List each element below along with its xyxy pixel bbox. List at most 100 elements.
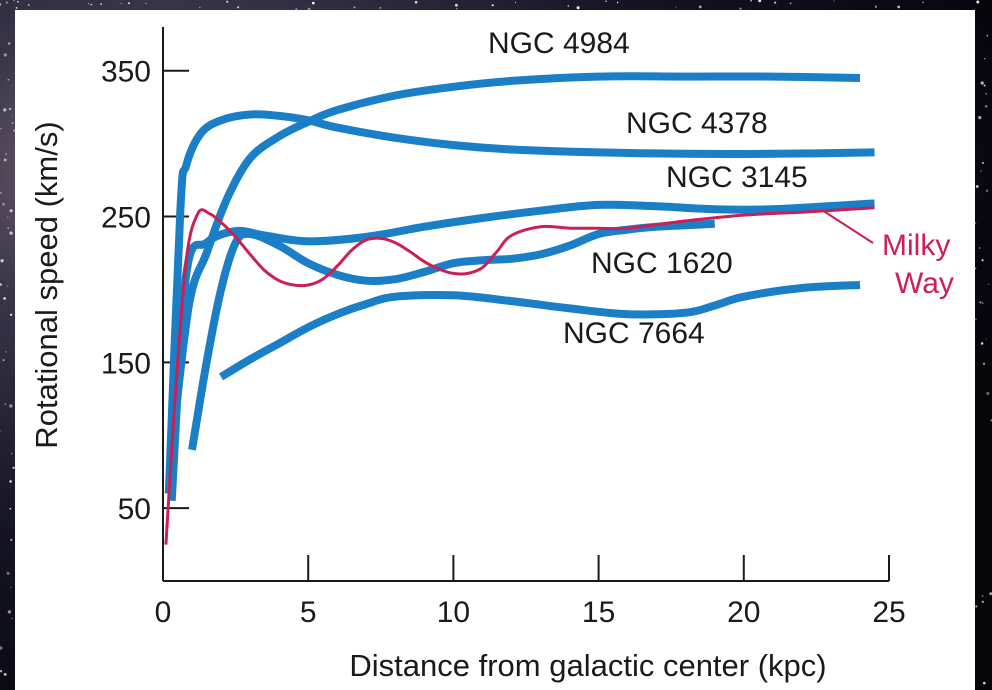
star xyxy=(616,1,619,4)
star xyxy=(750,0,752,2)
star xyxy=(758,0,762,3)
star xyxy=(698,5,702,9)
star xyxy=(922,1,924,4)
series-label-ngc1620: NGC 1620 xyxy=(591,247,733,280)
star xyxy=(12,466,15,469)
star xyxy=(980,81,984,85)
star xyxy=(974,267,977,270)
star xyxy=(897,5,901,9)
x-tick-label: 0 xyxy=(155,596,172,629)
series-line-ngc-4984 xyxy=(167,72,861,451)
star xyxy=(981,595,984,598)
star xyxy=(2,358,5,362)
star xyxy=(6,285,8,287)
star xyxy=(675,6,677,8)
star xyxy=(874,5,878,8)
star xyxy=(0,191,2,194)
y-tick-label: 50 xyxy=(118,493,151,526)
series-line-milky-way xyxy=(164,206,875,545)
star xyxy=(7,610,11,614)
star xyxy=(0,3,2,6)
star xyxy=(981,161,985,165)
x-tick-label: 20 xyxy=(727,596,760,629)
star xyxy=(3,672,7,676)
star xyxy=(15,7,18,9)
star xyxy=(91,4,93,6)
milky-way-leader-line xyxy=(821,209,874,244)
star xyxy=(9,404,13,408)
star xyxy=(982,362,986,365)
star xyxy=(7,42,11,45)
star xyxy=(5,351,7,353)
star xyxy=(0,670,3,673)
star xyxy=(13,129,16,132)
star xyxy=(11,122,14,124)
star xyxy=(89,3,92,6)
star xyxy=(979,301,982,304)
star xyxy=(567,5,570,7)
axes: 50 150 250 350 0 5 10 15 20 25 xyxy=(101,27,906,629)
star xyxy=(414,0,418,4)
star xyxy=(980,342,984,345)
star xyxy=(353,6,356,9)
series-label-ngc4984: NGC 4984 xyxy=(488,27,630,60)
star xyxy=(985,93,987,95)
star xyxy=(145,2,147,4)
star xyxy=(3,53,7,57)
star xyxy=(226,0,229,3)
star xyxy=(88,2,90,5)
star xyxy=(984,58,986,60)
star xyxy=(312,1,315,5)
star xyxy=(199,6,201,8)
star xyxy=(833,0,835,2)
star xyxy=(9,231,13,235)
star xyxy=(9,507,12,510)
star xyxy=(515,1,516,3)
star xyxy=(975,185,979,188)
star xyxy=(5,153,8,155)
star xyxy=(976,0,980,4)
star xyxy=(978,115,982,120)
star xyxy=(237,6,240,9)
series-label-ngc4378: NGC 4378 xyxy=(626,107,768,140)
star xyxy=(9,209,13,213)
star xyxy=(455,3,458,7)
star xyxy=(7,216,9,218)
star xyxy=(11,453,13,455)
x-tick-label: 10 xyxy=(437,596,470,629)
star xyxy=(9,313,13,316)
star xyxy=(0,259,4,263)
star xyxy=(6,571,10,575)
milky-way-label-2: Way xyxy=(895,267,954,300)
star xyxy=(3,158,7,162)
star xyxy=(981,302,984,304)
star xyxy=(10,586,12,588)
star xyxy=(10,538,13,542)
star xyxy=(2,202,5,206)
series-line-ngc-7664 xyxy=(219,281,861,381)
x-tick-label: 5 xyxy=(300,596,317,629)
series-line-ngc-1620 xyxy=(188,219,716,451)
star xyxy=(739,7,742,10)
star xyxy=(975,318,977,320)
star xyxy=(307,7,311,11)
star xyxy=(7,227,9,229)
star xyxy=(9,480,12,483)
star xyxy=(983,681,986,685)
star xyxy=(0,127,2,130)
star xyxy=(4,403,7,406)
star xyxy=(985,338,987,340)
star xyxy=(985,189,989,192)
star xyxy=(17,0,19,3)
star xyxy=(988,283,990,285)
star xyxy=(981,259,984,262)
star xyxy=(11,617,13,620)
star xyxy=(605,0,607,2)
star xyxy=(774,1,777,4)
y-tick-label: 350 xyxy=(101,56,151,89)
star xyxy=(989,592,992,596)
star xyxy=(3,297,6,300)
